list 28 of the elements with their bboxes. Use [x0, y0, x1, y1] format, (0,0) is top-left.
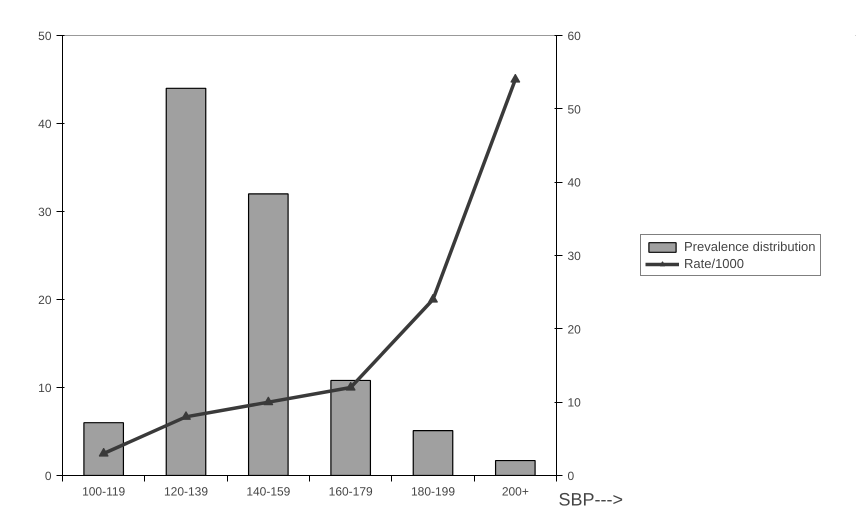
y2-tick-label: 20 — [568, 322, 582, 336]
y-tick-label: 10 — [38, 381, 52, 395]
x-tick-label: 100-119 — [82, 484, 126, 498]
legend-label: Prevalence distribution — [684, 239, 816, 254]
y2-tick-label: 0 — [568, 469, 574, 483]
y2-tick-label: 50 — [568, 102, 582, 116]
x-tick-label: 120-139 — [164, 484, 208, 498]
x-tick-label: 160-179 — [328, 484, 374, 498]
point — [346, 382, 356, 391]
x-axis-title: SBP---> — [558, 490, 624, 510]
y-tick-label: 20 — [38, 293, 52, 307]
y-tick-label: 30 — [38, 205, 52, 219]
point — [98, 448, 109, 457]
x-tick-label: 200+ — [502, 484, 529, 498]
legend-label: Rate/1000 — [684, 256, 744, 271]
point — [181, 411, 191, 420]
point — [263, 396, 274, 406]
y2-tick-label: 30 — [568, 249, 582, 263]
y-tick-label: 40 — [38, 117, 52, 131]
x-tick-label: 140-159 — [246, 484, 291, 498]
y2-tick-label: 60 — [568, 29, 582, 43]
y2-tick-label: 40 — [568, 176, 582, 190]
x-tick-label: 180-199 — [410, 484, 456, 498]
point — [510, 74, 520, 83]
y-tick-label: 50 — [38, 29, 52, 43]
point — [428, 294, 438, 303]
y-tick-label: 0 — [44, 469, 52, 483]
y2-tick-label: 10 — [568, 396, 582, 410]
